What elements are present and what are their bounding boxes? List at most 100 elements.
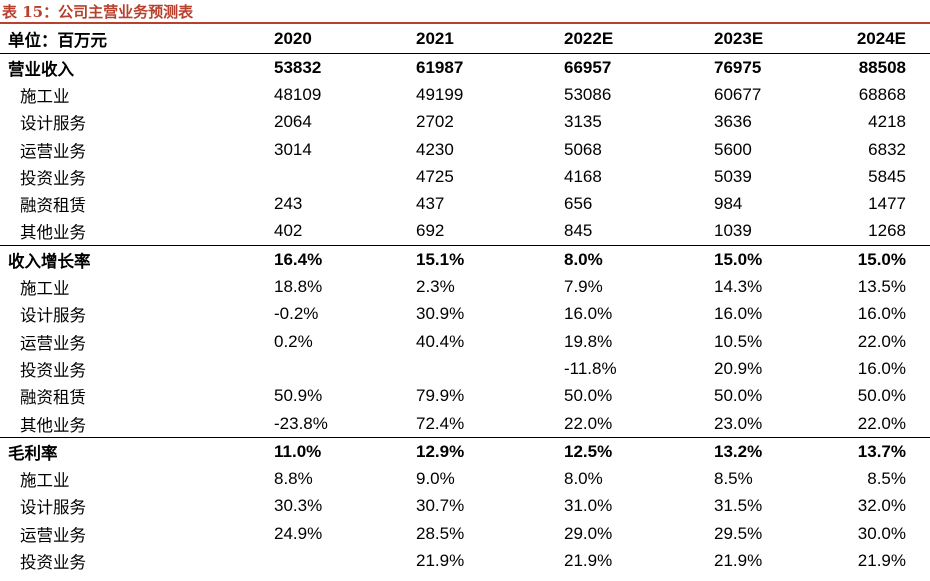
cell: 2702 [416,112,454,132]
table-row: 施工业 8.8% 9.0% 8.0% 8.5% 8.5% [0,465,930,492]
cell [234,163,374,190]
cell: 60677 [714,84,762,104]
cell: 88508 [858,57,906,77]
cell: 16.0% [857,304,906,324]
cell: 24.9% [274,523,323,543]
row-label: 融资租赁 [20,196,86,216]
row-label: 营业收入 [8,59,74,79]
cell: 16.4% [234,245,374,274]
table-row: 其他业务 -23.8% 72.4% 22.0% 23.0% 22.0% [0,410,930,438]
cell: 8.5% [867,469,906,489]
cell: 402 [274,221,303,241]
row-label: 投资业务 [20,360,86,380]
cell: 5068 [564,139,602,159]
cell: 29.5% [714,523,763,543]
year-header: 2023E [656,25,797,54]
cell: 22.0% [857,413,906,433]
year-header: 2020 [234,25,374,54]
cell: 16.0% [564,304,613,324]
cell: 10.5% [714,331,763,351]
cell: 11.0% [234,437,374,466]
cell: 5039 [714,166,752,186]
cell: 30.0% [857,523,906,543]
cell: 8.0% [515,245,656,274]
cell: 15.1% [374,245,515,274]
cell: 18.8% [274,277,323,297]
cell: 30.7% [416,496,465,516]
cell: 845 [564,221,593,241]
cell: 40.4% [416,331,465,351]
cell: 61987 [416,57,464,77]
cell: 68868 [858,84,906,104]
cell: 66957 [564,57,612,77]
cell: -23.8% [274,413,328,433]
cell: 32.0% [857,496,906,516]
cell: 53086 [564,84,612,104]
cell: 3014 [274,139,312,159]
table-row: 运营业务 0.2% 40.4% 19.8% 10.5% 22.0% [0,328,930,355]
section-row-gross-margin: 毛利率 11.0% 12.9% 12.5% 13.2% 13.7% [0,437,930,466]
cell: 48109 [274,84,322,104]
cell: 79.9% [416,386,465,406]
table-row: 运营业务 24.9% 28.5% 29.0% 29.5% 30.0% [0,520,930,547]
cell: 50.9% [274,386,323,406]
cell: 984 [714,194,743,214]
cell: 22.0% [564,413,613,433]
cell: 0.2% [274,331,313,351]
row-label: 运营业务 [20,141,86,161]
cell: 656 [564,194,593,214]
cell: -0.2% [274,304,319,324]
table-row: 设计服务 2064 2702 3135 3636 4218 [0,109,930,136]
section-row-revenue: 营业收入 53832 61987 66957 76975 88508 [0,54,930,82]
row-label: 收入增长率 [0,245,234,274]
row-label: 运营业务 [20,525,86,545]
cell: 15.0% [656,245,797,274]
cell: 72.4% [416,413,465,433]
cell: 28.5% [416,523,465,543]
cell: 6832 [868,139,906,159]
cell: 29.0% [564,523,613,543]
row-label: 设计服务 [20,306,86,326]
row-label: 施工业 [20,471,70,491]
table-row: 设计服务 30.3% 30.7% 31.0% 31.5% 32.0% [0,493,930,520]
cell: 692 [416,221,445,241]
forecast-table: 单位：百万元 2020 2021 2022E 2023E 2024E 营业收入 … [0,25,930,575]
cell: 15.0% [797,245,930,274]
cell: 31.5% [714,496,763,516]
cell: 23.0% [714,413,763,433]
cell: 3636 [714,112,752,132]
cell: 19.8% [564,331,613,351]
cell: 12.9% [374,437,515,466]
cell: 31.0% [564,496,613,516]
cell: 1477 [868,194,906,214]
cell: 13.7% [797,437,930,466]
cell: 22.0% [857,331,906,351]
row-label: 施工业 [20,86,70,106]
cell: 4168 [564,166,602,186]
cell: 20.9% [714,358,763,378]
cell: 8.0% [564,469,603,489]
cell: 21.9% [714,550,763,570]
cell: 50.0% [857,386,906,406]
row-label: 毛利率 [0,437,234,466]
cell: 12.5% [515,437,656,466]
cell: 2.3% [416,277,455,297]
title-rule [0,22,930,24]
cell: 2064 [274,112,312,132]
cell: 21.9% [564,550,613,570]
header-row: 单位：百万元 2020 2021 2022E 2023E 2024E [0,25,930,54]
cell: -11.8% [564,358,617,378]
table-row: 施工业 48109 49199 53086 60677 68868 [0,81,930,108]
cell: 16.0% [857,358,906,378]
row-label: 设计服务 [20,114,86,134]
row-label: 投资业务 [20,552,86,572]
cell: 13.5% [857,277,906,297]
cell [374,355,515,382]
table-row: 融资租赁 50.9% 79.9% 50.0% 50.0% 50.0% [0,383,930,410]
cell: 4230 [416,139,454,159]
cell: 1039 [714,221,752,241]
cell: 16.0% [714,304,763,324]
cell: 21.9% [857,550,906,570]
table-title: 表 15：公司主营业务预测表 [2,3,194,21]
row-label: 其他业务 [20,223,86,243]
